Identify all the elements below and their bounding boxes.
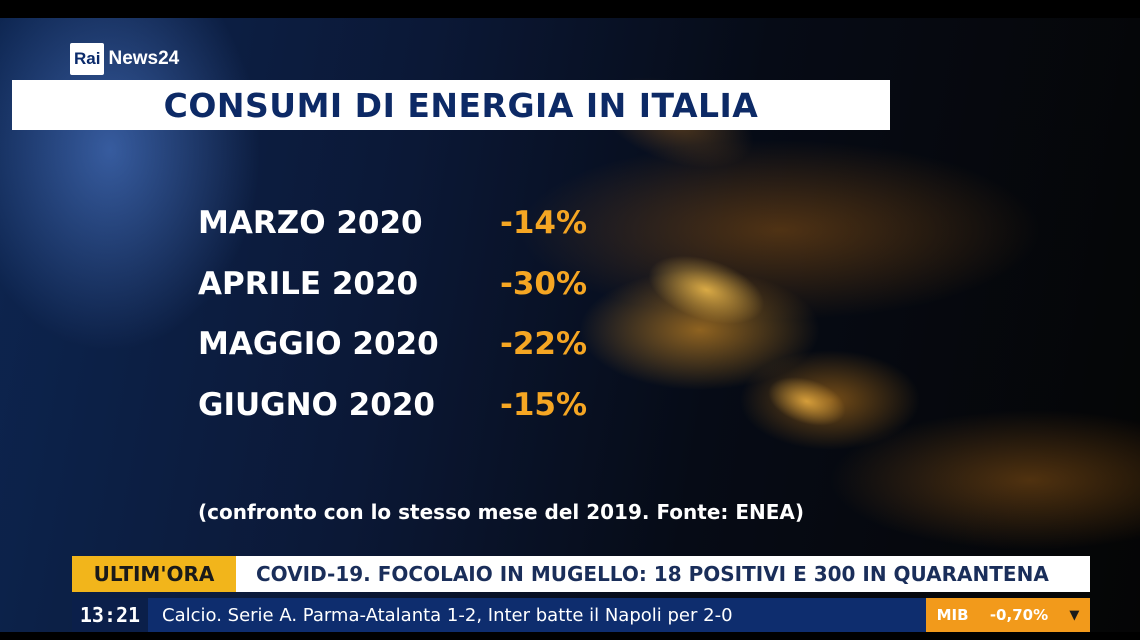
source-note: (confronto con lo stesso mese del 2019. … (198, 500, 805, 524)
ticker-headline: Calcio. Serie A. Parma-Atalanta 1-2, Int… (148, 598, 926, 632)
stat-row-giugno: GIUGNO 2020 -15% (198, 381, 587, 429)
channel-logo: Rai News24 (70, 40, 179, 78)
letterbox-top (0, 0, 1140, 18)
stat-label: APRILE 2020 (198, 266, 419, 302)
news-ticker: 13:21 Calcio. Serie A. Parma-Atalanta 1-… (72, 598, 1090, 632)
page-title: CONSUMI DI ENERGIA IN ITALIA (163, 85, 759, 125)
breaking-news-tag: ULTIM'ORA (72, 556, 236, 592)
logo-news24: News24 (108, 48, 180, 69)
letterbox-bottom (0, 632, 1140, 640)
stat-row-aprile: APRILE 2020 -30% (198, 260, 587, 308)
stat-value: -30% (500, 266, 588, 302)
clock: 13:21 (72, 598, 148, 632)
logo-rai: Rai (70, 43, 105, 75)
stat-label: MARZO 2020 (198, 205, 423, 241)
stat-row-marzo: MARZO 2020 -14% (198, 199, 587, 247)
stat-value: -14% (500, 205, 588, 241)
stat-value: -22% (500, 326, 588, 362)
stat-row-maggio: MAGGIO 2020 -22% (198, 320, 587, 368)
down-triangle-icon: ▼ (1069, 607, 1080, 623)
stat-value: -15% (500, 387, 588, 423)
title-banner: CONSUMI DI ENERGIA IN ITALIA (12, 80, 890, 130)
market-index-change: -0,70% (989, 606, 1049, 624)
breaking-news-bar: ULTIM'ORA COVID-19. FOCOLAIO IN MUGELLO:… (72, 556, 1090, 592)
market-index-name: MIB (936, 606, 969, 624)
market-index-box: MIB -0,70% ▼ (926, 598, 1090, 632)
stat-label: GIUGNO 2020 (198, 387, 435, 423)
stat-label: MAGGIO 2020 (198, 326, 439, 362)
breaking-news-headline: COVID-19. FOCOLAIO IN MUGELLO: 18 POSITI… (236, 556, 1090, 592)
